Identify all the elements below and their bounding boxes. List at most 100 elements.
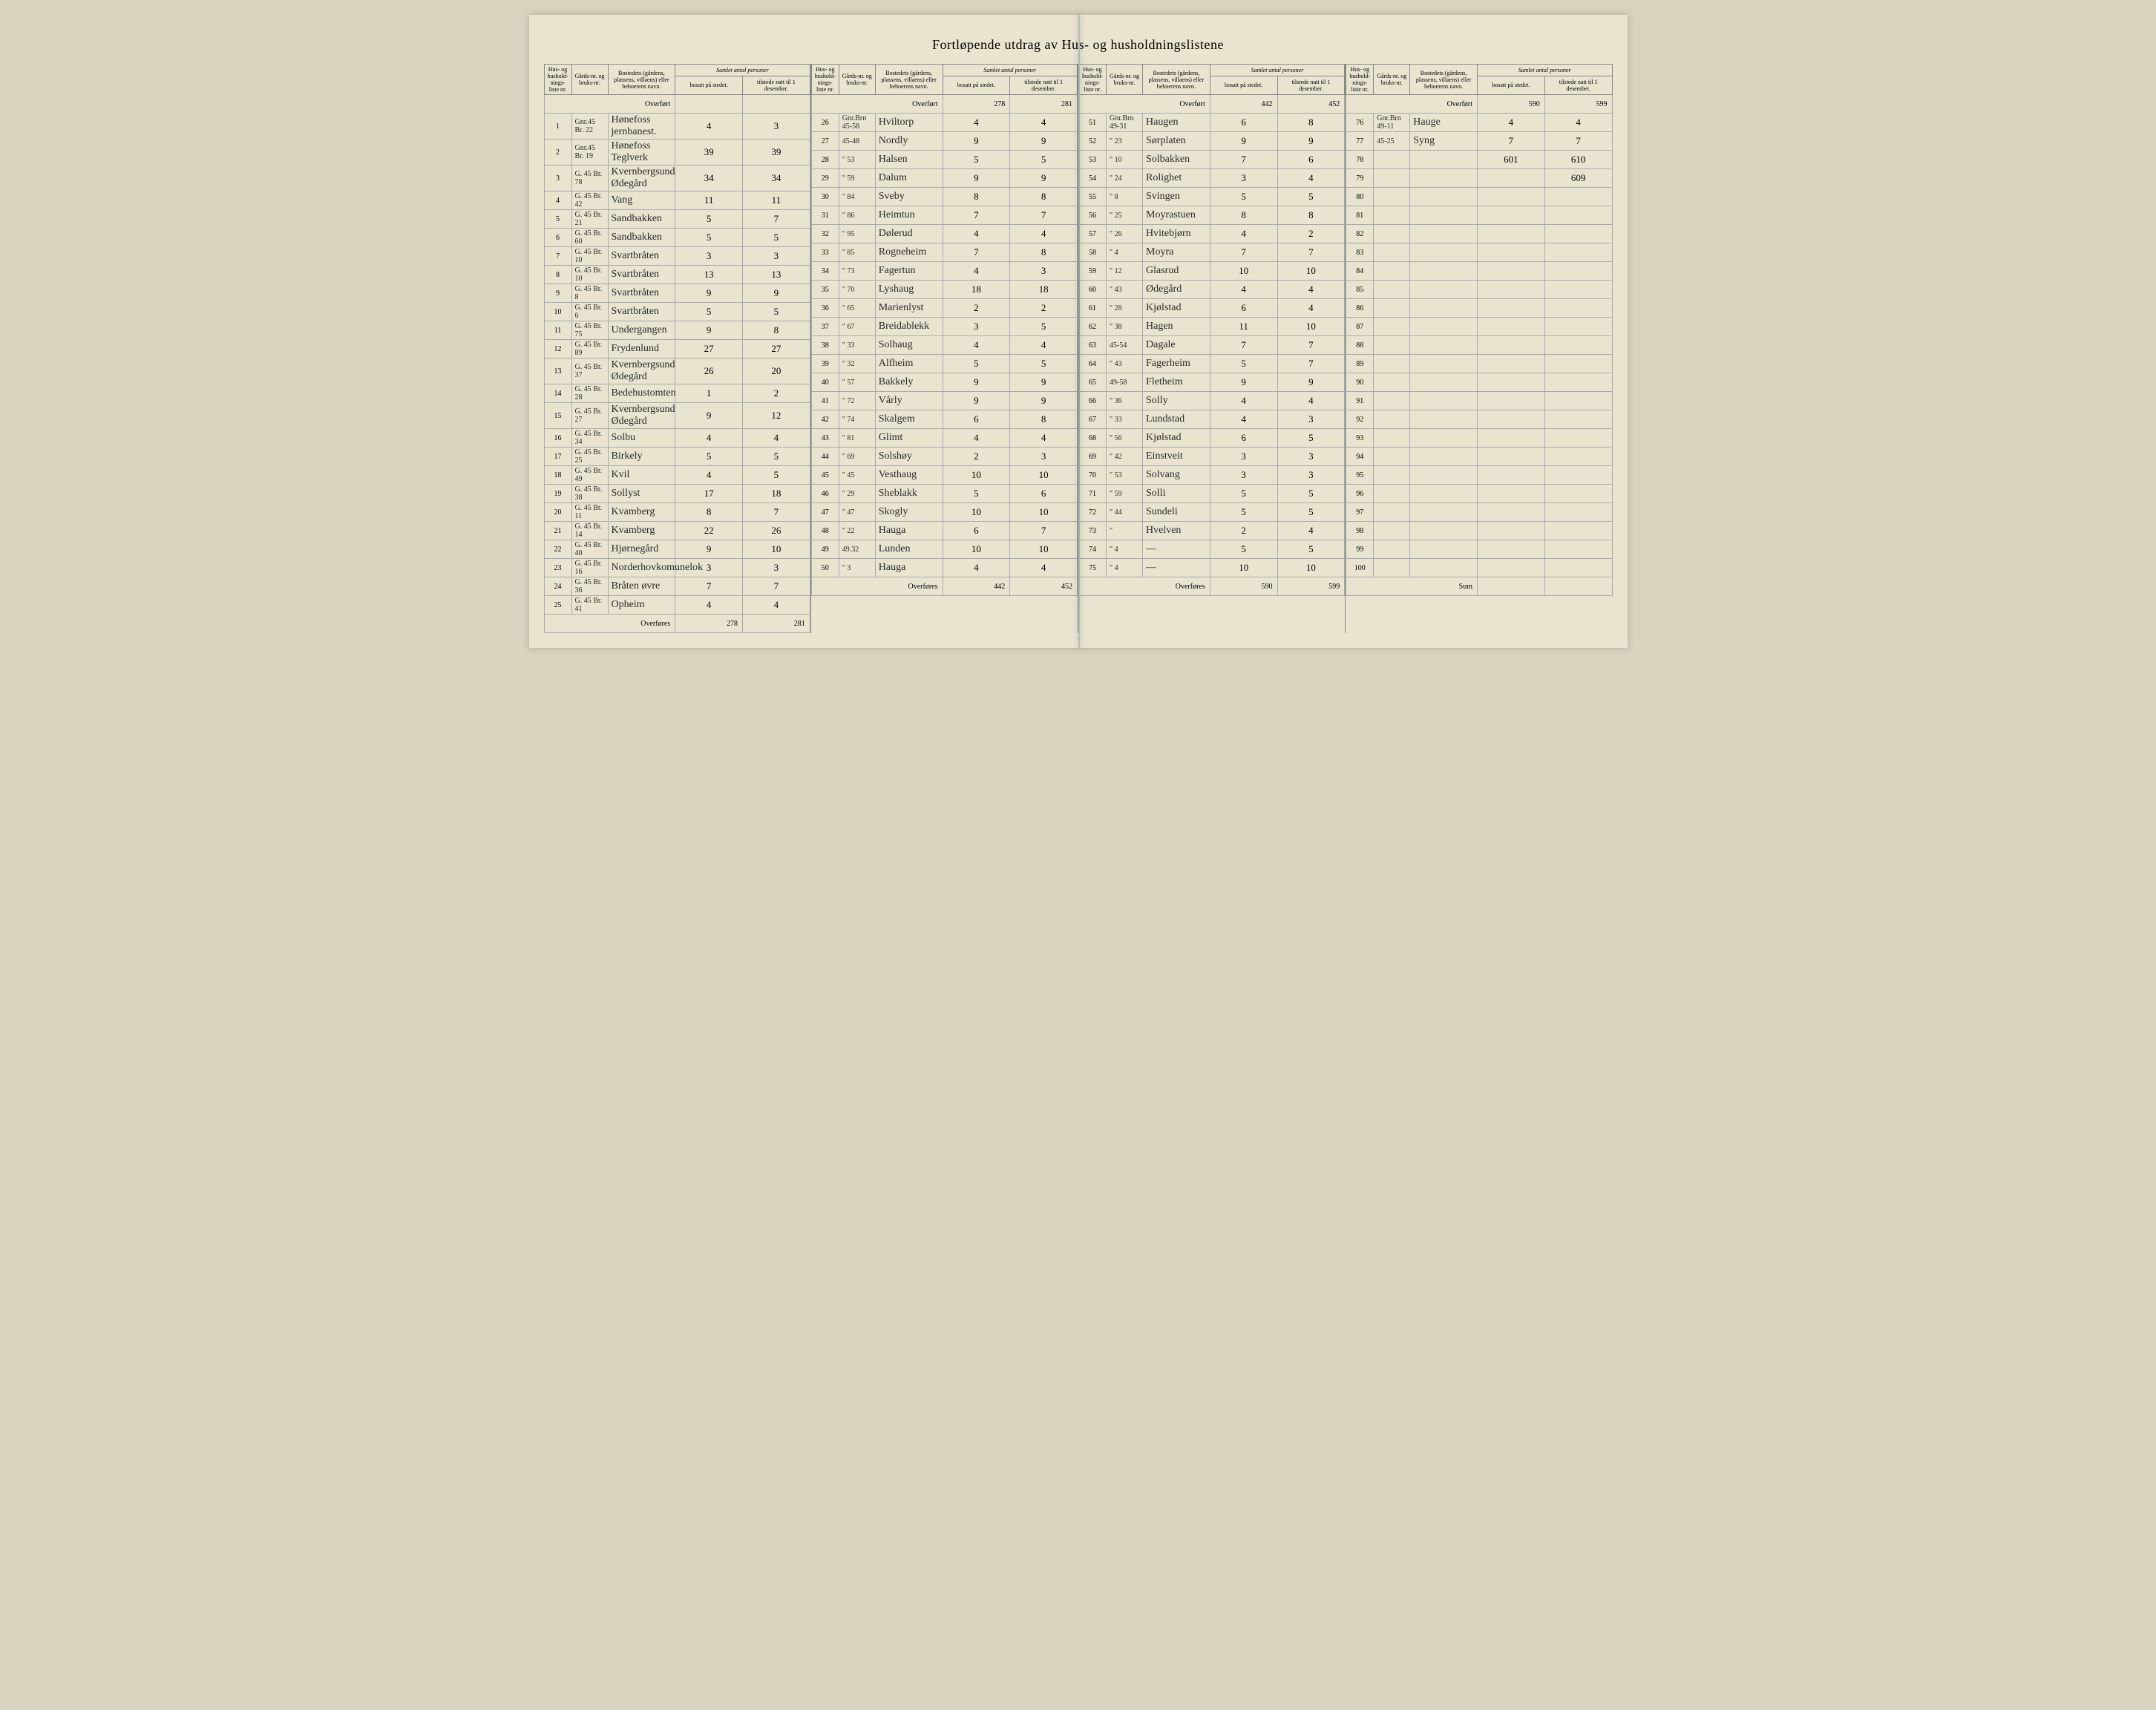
bosatt-count: 5: [675, 210, 743, 229]
bosatt-count: 5: [943, 355, 1010, 373]
header-bosatt: bosatt på stedet.: [1210, 76, 1277, 95]
tilstede-count: 4: [1544, 114, 1612, 132]
row-nr: 46: [811, 485, 839, 503]
tilstede-count: 7: [743, 503, 810, 522]
overfort-label: Overført: [544, 95, 675, 114]
row-nr: 5: [544, 210, 571, 229]
bosted-name: Hønefoss jernbanest.: [608, 114, 675, 140]
tilstede-count: [1544, 373, 1612, 392]
tilstede-count: 9: [1277, 373, 1345, 392]
tilstede-count: 9: [1010, 132, 1078, 151]
bosted-name: Solbu: [608, 429, 675, 448]
row-nr: 25: [544, 596, 571, 615]
bosted-name: —: [1143, 540, 1210, 559]
row-nr: 64: [1079, 355, 1107, 373]
bosted-name: Bråten øvre: [608, 577, 675, 596]
gards-nr: " 4: [1107, 559, 1143, 577]
header-bosatt: bosatt på stedet.: [1478, 76, 1545, 95]
tilstede-count: [1544, 206, 1612, 225]
row-nr: 79: [1346, 169, 1374, 188]
gards-nr: 49.32: [839, 540, 875, 559]
bosted-name: Svartbråten: [608, 247, 675, 266]
tilstede-count: [1544, 299, 1612, 318]
overfores-bosatt: 278: [675, 615, 743, 633]
row-nr: 39: [811, 355, 839, 373]
tilstede-count: 8: [1277, 114, 1345, 132]
gards-nr: 45-25: [1374, 132, 1410, 151]
bosted-name: Solli: [1143, 485, 1210, 503]
tilstede-count: 39: [743, 140, 810, 166]
tilstede-count: 10: [1010, 503, 1078, 522]
bosted-name: [1410, 206, 1478, 225]
overfores-tilstede: 281: [743, 615, 810, 633]
row-nr: 41: [811, 392, 839, 410]
table-row: 23 G. 45 Br. 16 Norderhovkomunelok 3 3: [544, 559, 810, 577]
row-nr: 16: [544, 429, 571, 448]
bosatt-count: 4: [943, 336, 1010, 355]
tilstede-count: 5: [743, 448, 810, 466]
row-nr: 52: [1079, 132, 1107, 151]
tilstede-count: 9: [1010, 169, 1078, 188]
tilstede-count: 8: [743, 321, 810, 340]
table-row: 95: [1346, 466, 1612, 485]
table-row: 85: [1346, 281, 1612, 299]
table-row: 22 G. 45 Br. 40 Hjørnegård 9 10: [544, 540, 810, 559]
row-nr: 42: [811, 410, 839, 429]
ledger-table: Hus- og hushold-nings-liste nr. Gårds-nr…: [1078, 64, 1345, 596]
bosted-name: Kjølstad: [1143, 299, 1210, 318]
table-row: 79 609: [1346, 169, 1612, 188]
table-row: 51 Gnr.Brn 49-31 Haugen 6 8: [1079, 114, 1345, 132]
row-nr: 26: [811, 114, 839, 132]
bosted-name: [1410, 373, 1478, 392]
tilstede-count: 7: [1010, 206, 1078, 225]
row-nr: 7: [544, 247, 571, 266]
tilstede-count: 18: [1010, 281, 1078, 299]
tilstede-count: 5: [1010, 318, 1078, 336]
row-nr: 29: [811, 169, 839, 188]
bosatt-count: 22: [675, 522, 743, 540]
row-nr: 94: [1346, 448, 1374, 466]
tilstede-count: 4: [1277, 299, 1345, 318]
gards-nr: [1374, 373, 1410, 392]
bosatt-count: 18: [943, 281, 1010, 299]
table-row: 36 " 65 Marienlyst 2 2: [811, 299, 1077, 318]
gards-nr: [1374, 206, 1410, 225]
gards-nr: G. 45 Br. 49: [571, 466, 608, 485]
tilstede-count: 8: [1010, 243, 1078, 262]
bosted-name: Lundstad: [1143, 410, 1210, 429]
overfores-row: Sum: [1346, 577, 1612, 596]
tilstede-count: 4: [1277, 392, 1345, 410]
bosted-name: Glimt: [875, 429, 943, 448]
tilstede-count: [1544, 243, 1612, 262]
bosted-name: Lyshaug: [875, 281, 943, 299]
tilstede-count: [1544, 392, 1612, 410]
header-bosted: Bostedets (gårdens, plassens, villaens) …: [608, 65, 675, 95]
table-row: 71 " 59 Solli 5 5: [1079, 485, 1345, 503]
bosted-name: Moyra: [1143, 243, 1210, 262]
page-fold: [1078, 15, 1080, 648]
tilstede-count: [1544, 410, 1612, 429]
bosted-name: Glasrud: [1143, 262, 1210, 281]
header-samlet: Samlet antal personer: [1478, 65, 1613, 76]
bosted-name: Sheblakk: [875, 485, 943, 503]
row-nr: 32: [811, 225, 839, 243]
row-nr: 35: [811, 281, 839, 299]
table-row: 35 " 70 Lyshaug 18 18: [811, 281, 1077, 299]
bosatt-count: [1478, 429, 1545, 448]
row-nr: 12: [544, 340, 571, 358]
table-row: 41 " 72 Vårly 9 9: [811, 392, 1077, 410]
bosted-name: Sandbakken: [608, 229, 675, 247]
bosted-name: Syng: [1410, 132, 1478, 151]
table-row: 13 G. 45 Br. 37 Kvernbergsund Ødegård 26…: [544, 358, 810, 384]
bosted-name: [1410, 410, 1478, 429]
overfores-tilstede: 599: [1277, 577, 1345, 596]
bosted-name: Vesthaug: [875, 466, 943, 485]
bosted-name: Svartbråten: [608, 303, 675, 321]
table-row: 73 " Hvelven 2 4: [1079, 522, 1345, 540]
gards-nr: G. 45 Br. 34: [571, 429, 608, 448]
bosted-name: Hagen: [1143, 318, 1210, 336]
bosatt-count: [1478, 559, 1545, 577]
table-row: 70 " 53 Solvang 3 3: [1079, 466, 1345, 485]
tilstede-count: 610: [1544, 151, 1612, 169]
table-row: 18 G. 45 Br. 49 Kvil 4 5: [544, 466, 810, 485]
